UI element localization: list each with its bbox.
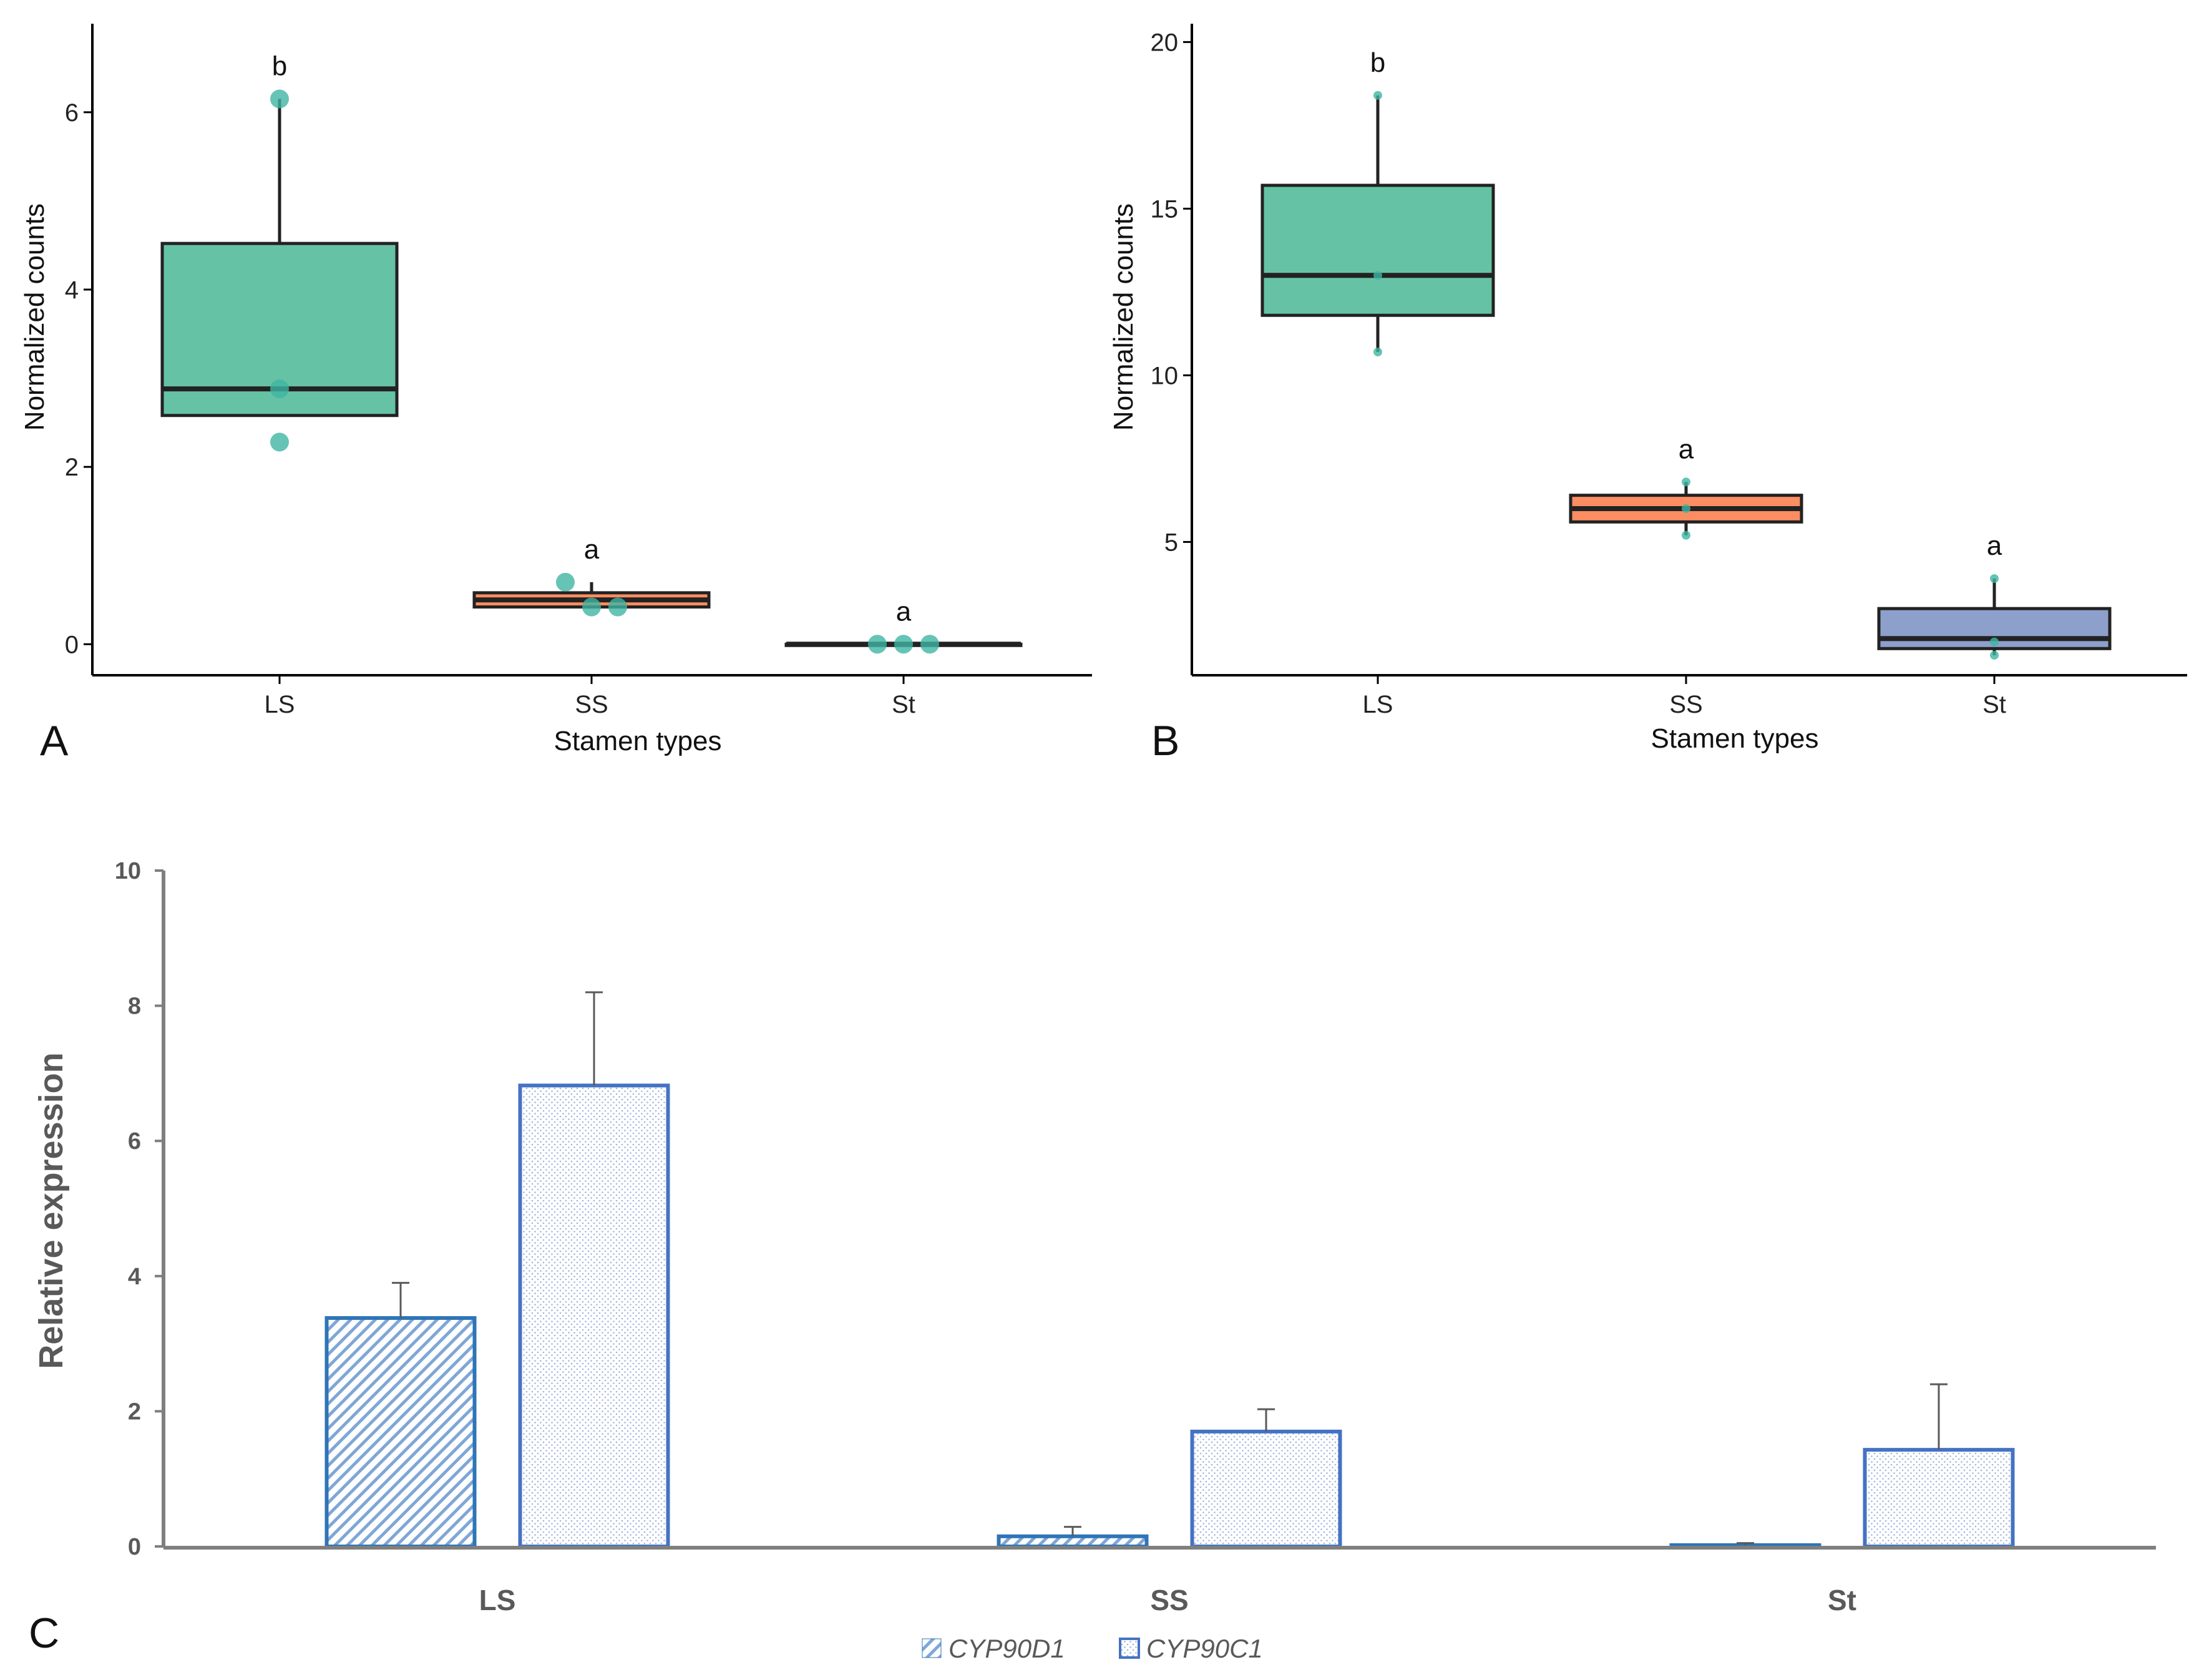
- panel-b-boxplot: 5 10 15 20 LS SS St b a a Normalized counts Sta…: [1108, 24, 2187, 764]
- y-tick-label: 5: [1164, 529, 1178, 556]
- bar-cyp90d1-ss: [997, 1534, 1149, 1548]
- data-point: [868, 635, 887, 654]
- significance-letter: a: [584, 534, 600, 565]
- x-tick-label: LS: [265, 691, 295, 718]
- y-tick-label: 0: [128, 1534, 141, 1560]
- x-category-label: LS: [479, 1584, 516, 1616]
- panel-c-label: C: [29, 1609, 59, 1657]
- data-point: [1682, 530, 1690, 540]
- y-tick-label: 10: [1151, 362, 1179, 389]
- y-tick-label: 2: [128, 1399, 141, 1425]
- x-tick-label: SS: [575, 691, 608, 718]
- y-tick-label: 20: [1151, 29, 1179, 56]
- x-tick-label: St: [892, 691, 915, 718]
- y-tick-label: 0: [65, 631, 79, 658]
- data-point: [1682, 504, 1690, 513]
- legend-swatch-cyp90c1: [1119, 1638, 1140, 1659]
- data-point: [582, 597, 601, 617]
- x-category-label: SS: [1150, 1584, 1188, 1616]
- panel-c-legend: CYP90D1 CYP90C1: [922, 1634, 1263, 1663]
- panel-a-y-axis-label: Normalized counts: [19, 203, 50, 431]
- x-tick-label: St: [1982, 691, 2006, 718]
- bar-cyp90c1-ls: [518, 1083, 670, 1549]
- significance-letter: a: [1987, 530, 2002, 561]
- y-tick-label: 4: [65, 276, 79, 304]
- x-tick-label: LS: [1363, 691, 1393, 718]
- bar-cyp90c1-st: [1863, 1448, 2015, 1549]
- data-point: [1682, 477, 1690, 487]
- data-point: [894, 635, 913, 654]
- data-point: [920, 635, 939, 654]
- data-point: [1990, 637, 1999, 647]
- panel-c-y-axis-label: Relative expression: [32, 1052, 70, 1369]
- x-category-label: St: [1828, 1584, 1856, 1616]
- data-point: [608, 597, 627, 617]
- panel-b-x-axis-label: Stamen types: [1650, 723, 1818, 754]
- legend-label: CYP90D1: [948, 1634, 1065, 1663]
- y-tick-label: 6: [65, 99, 79, 127]
- panel-c-bar-chart: 0 2 4 6 8 10 LS SS St Relative expression C CYP…: [29, 858, 2156, 1663]
- data-point: [1373, 348, 1382, 357]
- data-point: [270, 379, 289, 399]
- data-point: [1990, 574, 1999, 584]
- panel-a-boxplot: 0 2 4 6 LS SS St b a a Normalized counts Stamen…: [19, 24, 1092, 764]
- y-tick-label: 4: [128, 1264, 141, 1290]
- legend-label: CYP90C1: [1146, 1634, 1263, 1663]
- panel-b-y-axis-label: Normalized counts: [1108, 203, 1139, 431]
- y-tick-label: 10: [115, 858, 141, 884]
- significance-letter: b: [272, 51, 287, 82]
- data-point: [1373, 271, 1382, 280]
- bar-cyp90d1-ls: [324, 1316, 477, 1549]
- data-point: [1990, 650, 1999, 660]
- y-tick-label: 6: [128, 1128, 141, 1155]
- panel-b-label: B: [1151, 717, 1179, 764]
- panel-a-x-axis-label: Stamen types: [553, 726, 721, 756]
- panel-a-label: A: [40, 717, 69, 764]
- y-tick-label: 8: [128, 994, 141, 1020]
- data-point: [1373, 90, 1382, 100]
- significance-letter: a: [896, 596, 912, 627]
- y-tick-label: 15: [1151, 195, 1179, 223]
- legend-swatch-cyp90d1: [922, 1638, 942, 1658]
- data-point: [556, 572, 575, 592]
- data-point: [270, 89, 289, 109]
- significance-letter: a: [1679, 434, 1694, 464]
- y-tick-label: 2: [65, 454, 79, 481]
- data-point: [270, 432, 289, 452]
- x-tick-label: SS: [1669, 691, 1702, 718]
- bar-cyp90c1-ss: [1190, 1429, 1342, 1548]
- significance-letter: b: [1370, 47, 1385, 78]
- box-ls: [1260, 183, 1495, 317]
